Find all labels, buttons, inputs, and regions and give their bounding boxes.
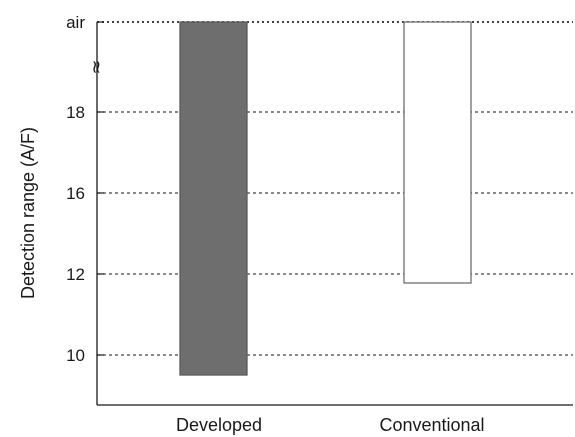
bar-developed — [179, 21, 248, 376]
bar-conventional — [403, 21, 472, 284]
y-tick-label-18: 18 — [66, 103, 85, 122]
x-category-labels: Developed Conventional — [176, 415, 485, 435]
x-category-label-developed: Developed — [176, 415, 262, 435]
gridlines — [97, 21, 573, 356]
axes — [96, 22, 573, 406]
bars — [179, 21, 472, 376]
y-tick-label-10: 10 — [66, 346, 85, 365]
x-category-label-conventional: Conventional — [379, 415, 484, 435]
y-tick-label-air: air — [66, 13, 85, 32]
axis-break-mark: ≈ — [86, 59, 107, 74]
y-axis-title: Detection range (A/F) — [18, 127, 38, 299]
y-tick-label-16: 16 — [66, 184, 85, 203]
y-tick-label-12: 12 — [66, 265, 85, 284]
y-tick-labels: 10 12 16 18 air — [66, 13, 104, 365]
